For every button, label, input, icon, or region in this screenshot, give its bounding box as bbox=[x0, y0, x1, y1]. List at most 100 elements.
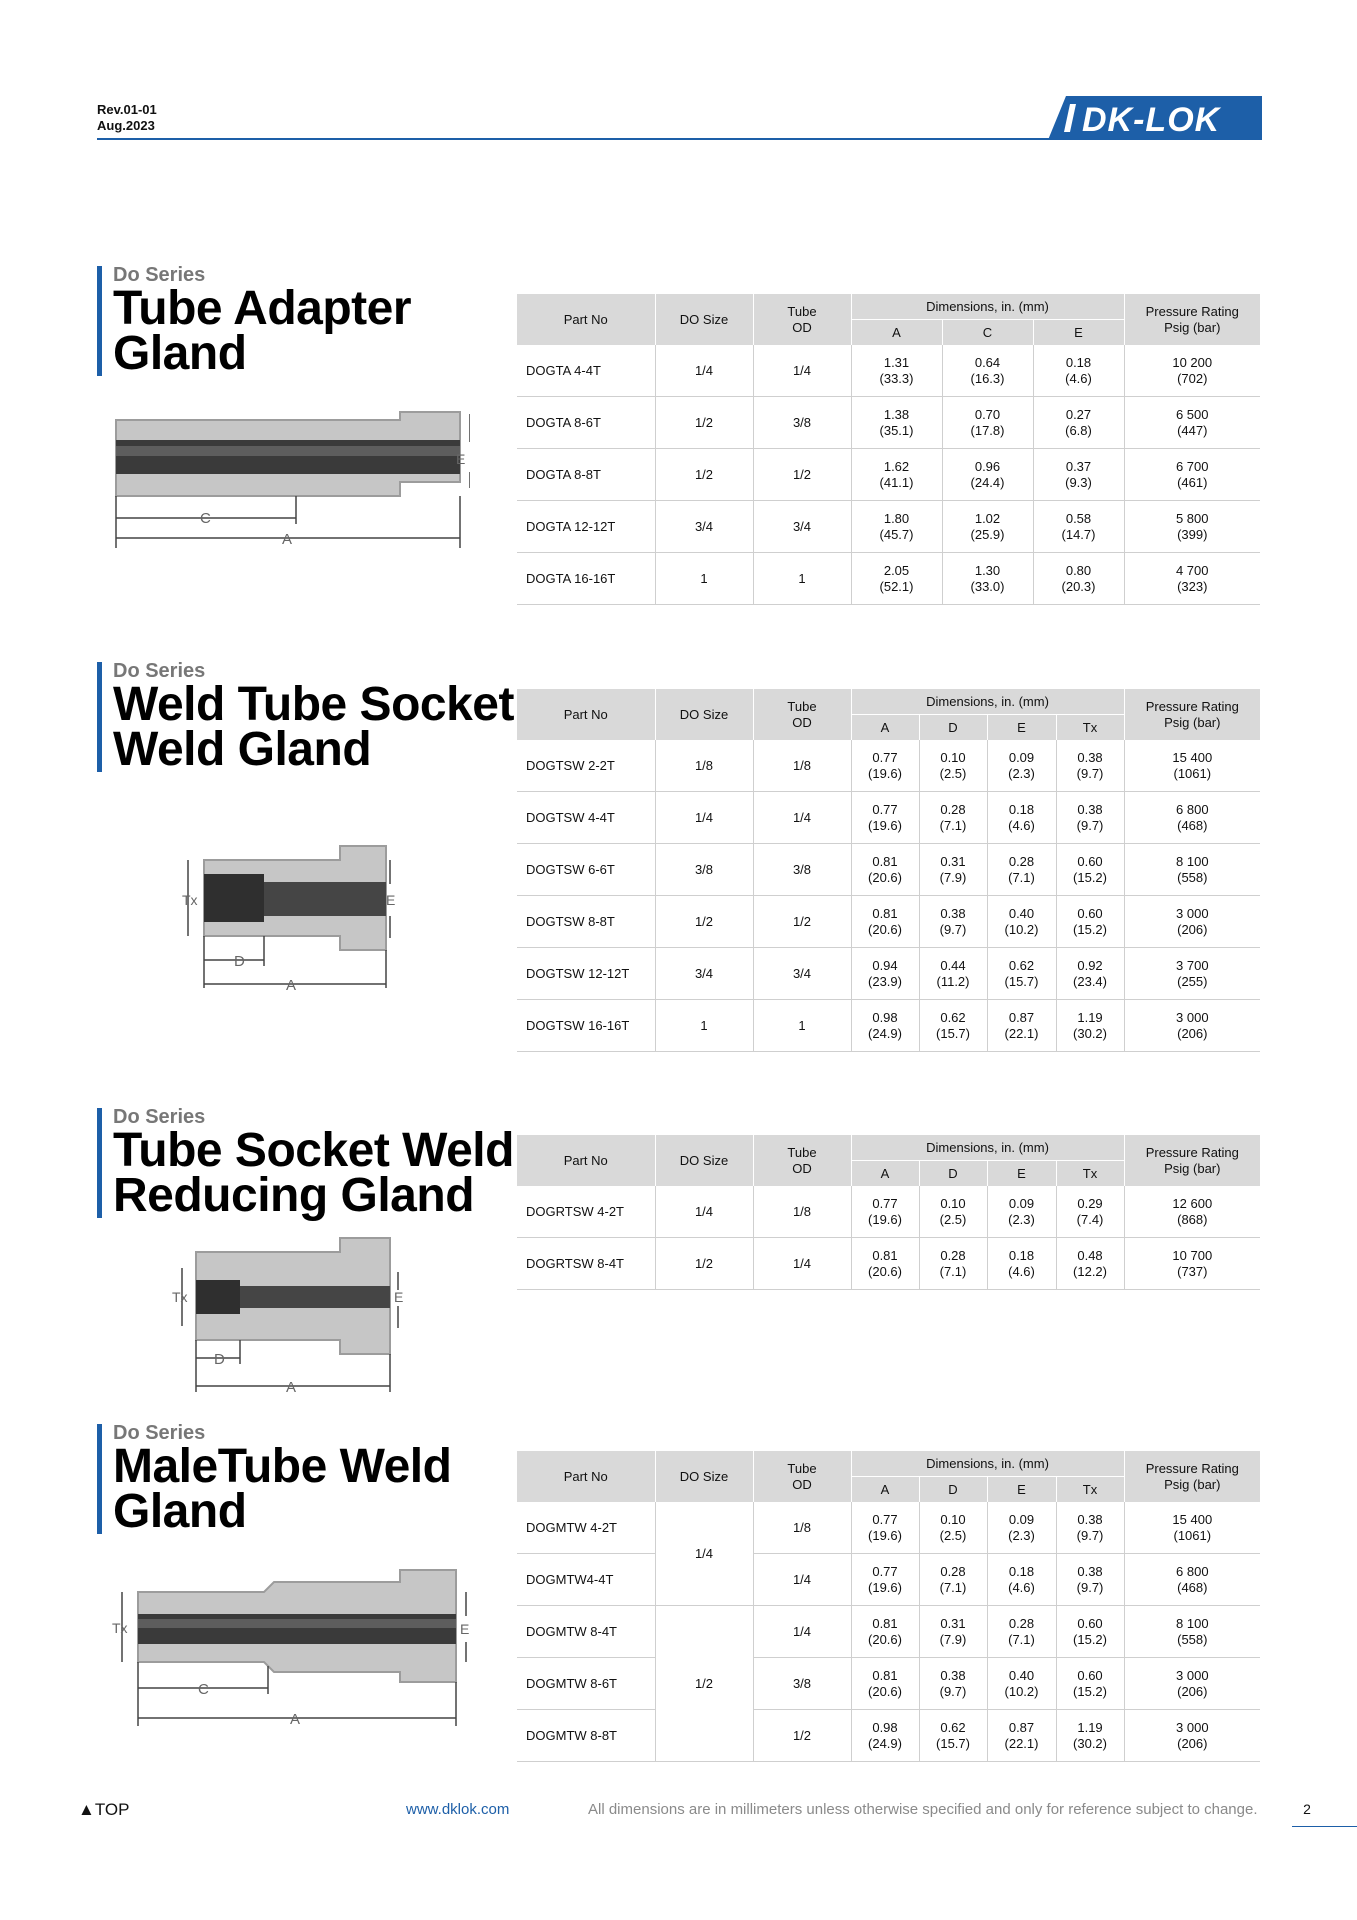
pressure-rating-cell: 10 700 (737) bbox=[1124, 1237, 1261, 1290]
tube-od-cell: 1/4 bbox=[753, 345, 852, 397]
dimension-cell-e: 0.28 (7.1) bbox=[987, 843, 1057, 896]
dimension-cell-e: 0.18 (4.6) bbox=[1033, 345, 1125, 397]
dimension-cell-e: 0.40 (10.2) bbox=[987, 895, 1057, 948]
dimension-cell-d: 0.28 (7.1) bbox=[919, 791, 988, 844]
dimension-cell-e: 0.18 (4.6) bbox=[987, 791, 1057, 844]
dimension-cell-tx: 0.38 (9.7) bbox=[1056, 791, 1125, 844]
dimension-cell-c: 1.30 (33.0) bbox=[942, 552, 1034, 605]
pressure-rating-cell: 6 700 (461) bbox=[1124, 448, 1260, 501]
section-title-tube-socket-weld-reducing-gland: Do Series Tube Socket Weld Reducing Glan… bbox=[97, 1106, 514, 1220]
tube-od-cell: 1/4 bbox=[753, 1237, 852, 1290]
pressure-rating-cell: 15 400 (1061) bbox=[1124, 1502, 1261, 1554]
dimension-cell-tx: 1.19 (30.2) bbox=[1056, 1709, 1125, 1762]
col-dimensions: Dimensions, in. (mm) bbox=[851, 294, 1125, 320]
dimension-cell-d: 0.38 (9.7) bbox=[919, 1657, 988, 1710]
spec-table-male-tube-weld-gland: Part No DO Size Tube OD Dimensions, in. (… bbox=[517, 1451, 1261, 1762]
col-dim-e: E bbox=[987, 1476, 1057, 1502]
col-dim-d: D bbox=[919, 714, 988, 740]
do-size-cell: 1/4 bbox=[655, 791, 754, 844]
part-number-cell: DOGTSW 6-6T bbox=[517, 843, 656, 896]
back-to-top-link[interactable]: ▲TOP bbox=[78, 1800, 130, 1819]
table-row: DOGTSW 16-16T 1 1 0.98 (24.9) 0.62 (15.7) 0.87(… bbox=[517, 999, 1261, 1052]
col-dim-c: C bbox=[942, 319, 1034, 345]
part-number-cell: DOGMTW 8-6T bbox=[517, 1657, 656, 1710]
dimension-cell-c: 1.02 (25.9) bbox=[942, 500, 1034, 553]
dimension-cell-a: 0.77 (19.6) bbox=[851, 1186, 920, 1238]
dimension-cell-a: 1.31 (33.3) bbox=[851, 345, 943, 397]
table-row: DOGTSW 8-8T 1/2 1/2 0.81 (20.6) 0.38 (9.7) 0.40… bbox=[517, 895, 1261, 948]
dimension-cell-d: 0.38 (9.7) bbox=[919, 895, 988, 948]
dimension-cell-a: 0.77 (19.6) bbox=[851, 791, 920, 844]
dimension-cell-e: 0.09 (2.3) bbox=[987, 1186, 1057, 1238]
table-row: DOGTA 8-8T 1/2 1/2 1.62 (41.1) 0.96 (24.4) 0.37… bbox=[517, 448, 1260, 501]
pressure-rating-cell: 4 700 (323) bbox=[1124, 552, 1260, 605]
col-dimensions: Dimensions, in. (mm) bbox=[851, 1135, 1125, 1161]
dimension-cell-tx: 0.92 (23.4) bbox=[1056, 947, 1125, 1000]
svg-text:D: D bbox=[234, 953, 245, 970]
col-part-no: Part No bbox=[517, 1451, 656, 1502]
weld-tube-socket-weld-gland-drawing: Tx E D A bbox=[182, 845, 395, 994]
svg-text:E: E bbox=[460, 1621, 469, 1637]
spec-table-tube-socket-weld-reducing-gland: Part No DO Size Tube OD Dimensions, in. (… bbox=[517, 1135, 1261, 1290]
svg-text:A: A bbox=[290, 1711, 300, 1728]
do-size-cell: 1 bbox=[655, 552, 754, 605]
series-label: Do Series bbox=[113, 1422, 206, 1444]
spec-table-weld-tube-socket-weld-gland: Part No DO Size Tube OD Dimensions, in. (… bbox=[517, 689, 1261, 1052]
col-dim-tx: Tx bbox=[1056, 1476, 1125, 1502]
dimension-cell-tx: 0.38 (9.7) bbox=[1056, 740, 1125, 792]
pressure-rating-cell: 3 000 (206) bbox=[1124, 1657, 1261, 1710]
do-size-cell: 1 bbox=[655, 999, 754, 1052]
dimension-cell-e: 0.40 (10.2) bbox=[987, 1657, 1057, 1710]
part-number-cell: DOGTSW 8-8T bbox=[517, 895, 656, 948]
svg-text:A: A bbox=[282, 531, 292, 548]
table-row: DOGMTW4-4T 1/4 0.77 (19.6) 0.28 (7.1) 0.18 (4.6… bbox=[517, 1553, 1261, 1606]
website-link[interactable]: www.dklok.com bbox=[406, 1801, 510, 1818]
pressure-rating-cell: 8 100 (558) bbox=[1124, 1605, 1261, 1658]
tube-od-cell: 1/2 bbox=[753, 895, 852, 948]
dimension-cell-a: 0.81 (20.6) bbox=[851, 1237, 920, 1290]
svg-text:E: E bbox=[386, 892, 395, 908]
svg-text:DK-LOK: DK-LOK bbox=[1082, 101, 1222, 139]
svg-text:A: A bbox=[286, 1379, 296, 1396]
dimension-cell-d: 0.10 (2.5) bbox=[919, 1502, 988, 1554]
part-number-cell: DOGTA 8-8T bbox=[517, 448, 656, 501]
col-tube-od: Tube OD bbox=[753, 1135, 852, 1186]
col-dim-a: A bbox=[851, 1160, 920, 1186]
svg-text:Tx: Tx bbox=[172, 1289, 188, 1305]
table-row: DOGTA 16-16T 1 1 2.05 (52.1) 1.30 (33.0) 0.80 (2… bbox=[517, 552, 1260, 605]
tube-adapter-gland-drawing: E C A bbox=[115, 411, 470, 548]
col-pressure-rating: Pressure Rating Psig (bar) bbox=[1124, 1135, 1261, 1186]
dimension-cell-d: 0.10 (2.5) bbox=[919, 1186, 988, 1238]
dimension-cell-tx: 0.48 (12.2) bbox=[1056, 1237, 1125, 1290]
dimension-cell-d: 0.62 (15.7) bbox=[919, 1709, 988, 1762]
dimension-cell-a: 0.77 (19.6) bbox=[851, 740, 920, 792]
col-pressure-rating: Pressure Rating Psig (bar) bbox=[1124, 294, 1260, 345]
dimension-cell-e: 0.62 (15.7) bbox=[987, 947, 1057, 1000]
dimension-cell-c: 0.64 (16.3) bbox=[942, 345, 1034, 397]
dimension-cell-a: 0.98 (24.9) bbox=[851, 1709, 920, 1762]
dimension-cell-c: 0.70 (17.8) bbox=[942, 396, 1034, 449]
pressure-rating-cell: 6 500 (447) bbox=[1124, 396, 1260, 449]
pressure-rating-cell: 8 100 (558) bbox=[1124, 843, 1261, 896]
table-row: DOGTSW 4-4T 1/4 1/4 0.77 (19.6) 0.28 (7.1) 0.18… bbox=[517, 791, 1261, 844]
svg-text:E: E bbox=[456, 451, 465, 467]
part-number-cell: DOGTA 4-4T bbox=[517, 345, 656, 397]
col-dim-d: D bbox=[919, 1476, 988, 1502]
do-size-cell: 1/2 bbox=[655, 396, 754, 449]
dimension-cell-a: 1.80 (45.7) bbox=[851, 500, 943, 553]
col-pressure-rating: Pressure Rating Psig (bar) bbox=[1124, 689, 1261, 740]
table-row: DOGTA 8-6T 1/2 3/8 1.38 (35.1) 0.70 (17.8) 0.27… bbox=[517, 396, 1260, 449]
tube-od-cell: 1/4 bbox=[753, 1605, 852, 1658]
pressure-rating-cell: 3 700 (255) bbox=[1124, 947, 1261, 1000]
male-tube-weld-gland-drawing: Tx E C A bbox=[112, 1569, 469, 1728]
col-dim-a: A bbox=[851, 319, 943, 345]
do-size-cell: 1/2 bbox=[655, 1237, 754, 1290]
dimension-cell-d: 0.28 (7.1) bbox=[919, 1553, 988, 1606]
col-part-no: Part No bbox=[517, 689, 656, 740]
table-row: DOGMTW 8-6T 3/8 0.81 (20.6) 0.38 (9.7) 0.40 (10… bbox=[517, 1657, 1261, 1710]
header-divider bbox=[97, 138, 1262, 140]
dimension-cell-d: 0.44 (11.2) bbox=[919, 947, 988, 1000]
part-number-cell: DOGTSW 12-12T bbox=[517, 947, 656, 1000]
dimension-cell-tx: 0.60 (15.2) bbox=[1056, 895, 1125, 948]
tube-od-cell: 3/8 bbox=[753, 843, 852, 896]
